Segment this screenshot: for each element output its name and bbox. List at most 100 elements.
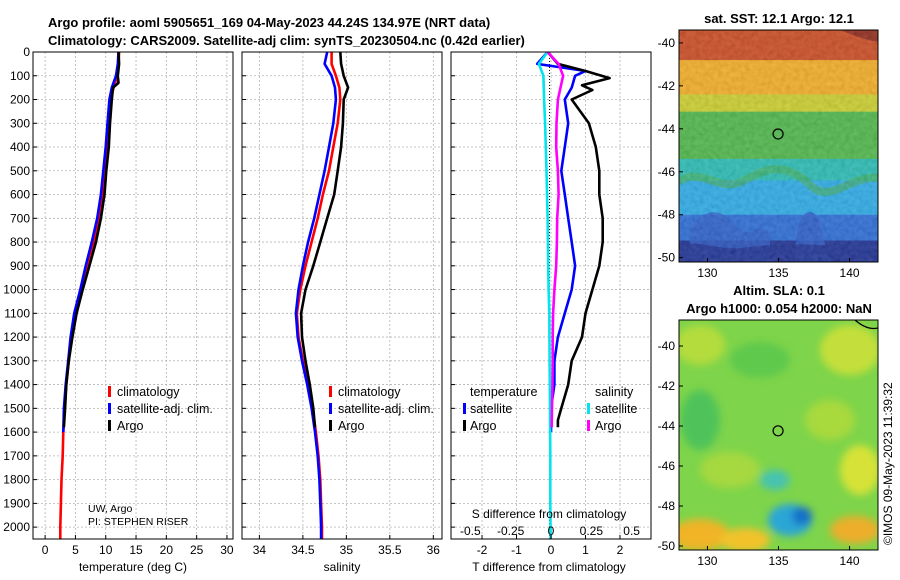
series-line-t-satellite	[535, 52, 587, 433]
s-tick-label-0-25: 0.25	[580, 524, 604, 538]
lon-tick-label-140: 140	[840, 554, 860, 568]
x-tick-label-25: 25	[190, 543, 204, 557]
x-tick-label-1: -1	[511, 543, 522, 557]
lon-tick-label-140: 140	[840, 266, 860, 280]
difference-legend-temperature: temperature satellite Argo	[463, 385, 537, 433]
difference-ticks: -2 -1 0 1 2 -0.5 -0.25 0 0.25 0.5	[451, 51, 640, 557]
y-tick-label-1300: 1300	[3, 354, 30, 368]
series-line-argo	[62, 52, 121, 428]
legend-marker-climatology	[108, 386, 111, 397]
sst-float-position-marker	[772, 128, 784, 140]
legend-label-satellite: satellite-adj. clim.	[117, 402, 213, 416]
lat-tick-label-50: -50	[658, 539, 676, 553]
x-tick-label-10: 10	[99, 543, 113, 557]
header-title-line1: Argo profile: aoml 5905651_169 04-May-20…	[48, 15, 490, 30]
imos-timestamp: ©IMOS 09-May-2023 11:39:32	[881, 382, 895, 545]
lat-tick-label-46: -46	[658, 459, 676, 473]
legend-label-s-satellite: satellite	[595, 402, 637, 416]
s-difference-xlabel: S difference from climatology	[472, 507, 627, 521]
y-tick-label-800: 800	[10, 235, 30, 249]
x-tick-label-34-5: 34.5	[291, 543, 315, 557]
lon-tick-label-135: 135	[768, 554, 788, 568]
legend-marker-satellite	[329, 403, 332, 414]
legend-label-argo: Argo	[117, 419, 143, 433]
legend-label-t-satellite: satellite	[470, 402, 512, 416]
lat-tick-label-50: -50	[658, 251, 676, 265]
x-tick-label-35-5: 35.5	[378, 543, 402, 557]
series-line-t-argo	[546, 52, 611, 428]
x-tick-label-2: -2	[477, 543, 488, 557]
header-title-line2: Climatology: CARS2009. Satellite-adj cli…	[48, 33, 525, 48]
y-tick-label-200: 200	[10, 93, 30, 107]
y-tick-label-2000: 2000	[3, 520, 30, 534]
sla-anomaly-blobs	[679, 325, 878, 550]
temperature-xlabel: temperature (deg C)	[79, 560, 187, 574]
x-tick-label-30: 30	[220, 543, 234, 557]
legend-title-temperature: temperature	[470, 385, 537, 399]
s-tick-label-0: 0	[548, 524, 555, 538]
difference-panel: -2 -1 0 1 2 -0.5 -0.25 0 0.25 0.5 T difference fr…	[450, 51, 652, 574]
sst-map: sat. SST: 12.1 Argo: 12.1 130 135 140 -40 -4…	[658, 11, 879, 280]
lon-tick-label-130: 130	[697, 266, 717, 280]
credit-institution: UW, Argo	[88, 503, 133, 515]
x-tick-label-35: 35	[340, 543, 354, 557]
salinity-lines	[294, 52, 350, 539]
y-tick-label-1900: 1900	[3, 496, 30, 510]
temperature-legend: climatology satellite-adj. clim. Argo	[108, 385, 213, 433]
lat-tick-label-48: -48	[658, 208, 676, 222]
series-line-s-argo	[546, 52, 565, 428]
lat-tick-label-42: -42	[658, 379, 676, 393]
s-tick-label-0-5: 0.5	[623, 524, 640, 538]
sst-map-ticks: 130 135 140 -40 -42 -44 -46 -48 -50	[658, 36, 860, 280]
lon-tick-label-135: 135	[768, 266, 788, 280]
salinity-xlabel: salinity	[324, 560, 361, 574]
lat-tick-label-42: -42	[658, 79, 676, 93]
credit-pi: PI: STEPHEN RISER	[88, 516, 189, 528]
salinity-ticks: 34 34.5 35 35.5 36	[242, 51, 440, 557]
sla-float-position-marker	[772, 425, 784, 437]
lat-tick-label-44: -44	[658, 419, 676, 433]
lat-tick-label-40: -40	[658, 339, 676, 353]
legend-marker-climatology	[329, 386, 332, 397]
series-line-s-satellite	[537, 52, 552, 539]
sla-contour-line	[854, 320, 878, 330]
difference-lines	[535, 52, 611, 539]
legend-label-climatology: climatology	[117, 385, 180, 399]
x-tick-label-2: 2	[617, 543, 624, 557]
legend-label-s-argo: Argo	[595, 419, 621, 433]
legend-label-satellite: satellite-adj. clim.	[338, 402, 434, 416]
sla-map: Altim. SLA: 0.1 Argo h1000: 0.054 h2000:…	[658, 283, 879, 568]
sla-map-subtitle: Argo h1000: 0.054 h2000: NaN	[686, 301, 872, 316]
temperature-ticks: 0100200300400500600700800900100011001200…	[3, 45, 234, 557]
y-tick-label-500: 500	[10, 164, 30, 178]
x-tick-label-15: 15	[129, 543, 143, 557]
y-tick-label-400: 400	[10, 140, 30, 154]
lon-tick-label-130: 130	[697, 554, 717, 568]
x-tick-label-20: 20	[160, 543, 174, 557]
sst-map-title: sat. SST: 12.1 Argo: 12.1	[704, 11, 854, 26]
legend-title-salinity: salinity	[595, 385, 634, 399]
temperature-lines	[59, 52, 121, 539]
salinity-axes-frame	[241, 51, 443, 540]
y-tick-label-1400: 1400	[3, 378, 30, 392]
x-tick-label-1: 1	[582, 543, 589, 557]
t-difference-xlabel: T difference from climatology	[472, 560, 626, 574]
legend-marker-argo	[329, 420, 332, 431]
x-tick-label-34: 34	[253, 543, 267, 557]
x-tick-label-0: 0	[548, 543, 555, 557]
y-tick-label-1700: 1700	[3, 449, 30, 463]
salinity-panel: 34 34.5 35 35.5 36 salinity climatology sate…	[241, 51, 443, 574]
y-tick-label-1600: 1600	[3, 425, 30, 439]
y-tick-label-600: 600	[10, 188, 30, 202]
legend-marker-s-satellite	[587, 403, 590, 414]
series-line-argo	[299, 52, 350, 428]
s-tick-label-0-5: -0.5	[460, 524, 481, 538]
y-tick-label-1500: 1500	[3, 401, 30, 415]
sla-map-ticks: 130 135 140 -40 -42 -44 -46 -48 -50	[658, 339, 860, 568]
legend-label-t-argo: Argo	[470, 419, 496, 433]
legend-marker-s-argo	[587, 420, 590, 431]
y-tick-label-1800: 1800	[3, 473, 30, 487]
y-tick-label-300: 300	[10, 116, 30, 130]
series-line-satellite-adj-clim	[294, 52, 338, 539]
